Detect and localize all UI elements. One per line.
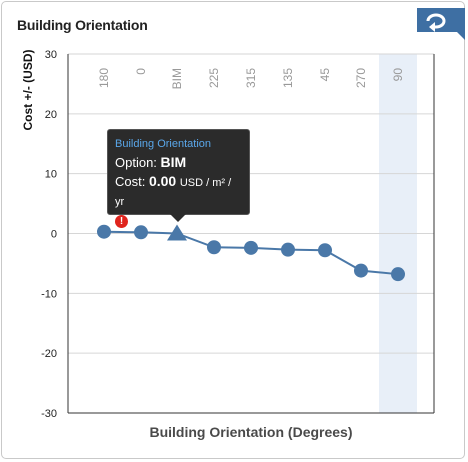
category-label: 0 — [134, 68, 148, 75]
data-point — [281, 242, 295, 257]
y-tick-label: -10 — [41, 288, 57, 300]
data-point — [207, 240, 221, 255]
return-button[interactable] — [417, 8, 465, 40]
tooltip-cost-label: Cost: — [115, 174, 146, 189]
data-tooltip: Building Orientation Option: BIM Cost: 0… — [107, 129, 250, 228]
y-axis-label: Cost +/- (USD) — [21, 49, 35, 130]
y-tick-label: 0 — [51, 229, 57, 241]
tooltip-option: Option: BIM — [115, 153, 242, 172]
data-point — [318, 243, 332, 258]
category-label: 90 — [391, 68, 405, 82]
tooltip-option-label: Option: — [115, 155, 157, 170]
data-point — [354, 263, 368, 278]
tooltip-cost-value: 0.00 — [148, 173, 177, 189]
tooltip-option-value: BIM — [160, 154, 187, 170]
y-tick-label: 30 — [45, 49, 57, 61]
category-label: 180 — [97, 68, 111, 88]
category-label: 135 — [281, 68, 295, 88]
tooltip-heading: Building Orientation — [115, 138, 212, 150]
tooltip-note: ! As modeled value — [115, 215, 242, 228]
data-point-triangle — [167, 224, 187, 241]
tooltip-cost-unit: USD / m² / yr — [115, 177, 232, 208]
category-label: BIM — [170, 68, 184, 89]
card-title: Building Orientation — [17, 17, 148, 33]
y-tick-label: 20 — [45, 109, 57, 121]
category-label: 315 — [244, 68, 258, 88]
y-tick-label: -30 — [41, 408, 57, 420]
data-point — [391, 267, 405, 282]
exclamation-icon: ! — [115, 215, 128, 228]
data-point — [134, 225, 148, 240]
tooltip-cost: Cost: 0.00 USD / m² / yr — [115, 172, 242, 211]
category-label: 45 — [318, 68, 332, 82]
return-arrow-icon — [417, 8, 465, 40]
tooltip-note-text: As modeled value — [133, 216, 213, 227]
category-label: 270 — [354, 68, 368, 88]
x-axis-label: Building Orientation (Degrees) — [149, 424, 352, 440]
data-point — [244, 240, 258, 255]
category-label: 225 — [207, 68, 221, 88]
data-point — [97, 224, 111, 239]
y-tick-label: 10 — [45, 169, 57, 181]
y-tick-label: -20 — [41, 348, 57, 360]
